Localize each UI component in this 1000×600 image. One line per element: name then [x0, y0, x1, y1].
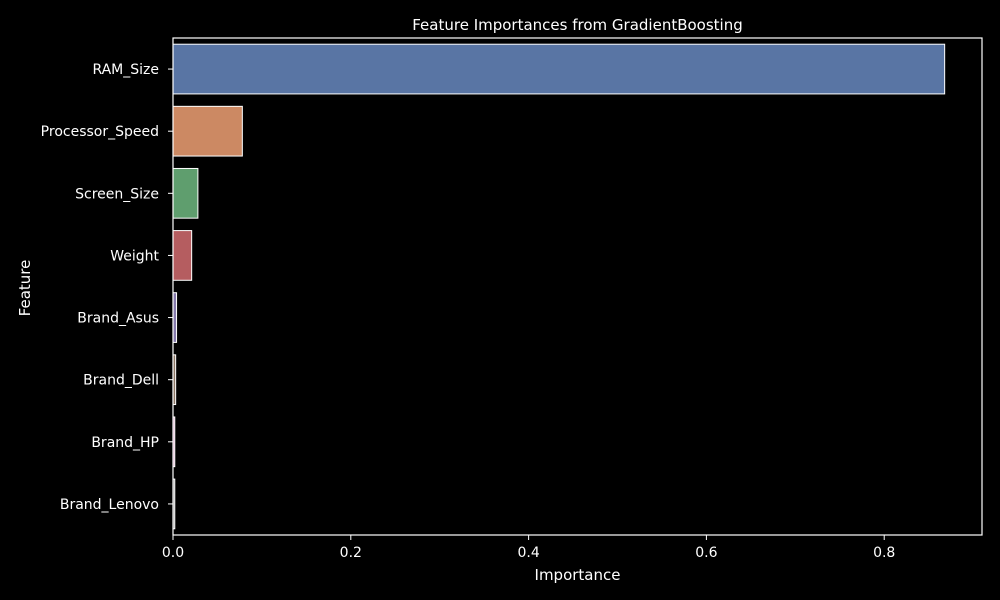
y-tick-label: Brand_Dell — [83, 373, 159, 389]
x-tick-label: 0.2 — [340, 545, 362, 561]
bar-ram-size — [172, 43, 946, 95]
y-tick-label: Screen_Size — [75, 186, 159, 202]
plot-frame — [172, 37, 983, 536]
x-ticks: 0.0 0.2 0.4 0.6 0.8 — [162, 535, 895, 561]
chart-title: Feature Importances from GradientBoostin… — [412, 16, 743, 34]
x-axis-label: Importance — [535, 566, 621, 584]
x-tick-label: 0.6 — [695, 545, 717, 561]
y-tick-labels: RAM_Size Processor_Speed Screen_Size Weight… — [41, 62, 173, 513]
y-tick-label: Brand_Asus — [77, 311, 159, 327]
y-tick-label: Brand_Lenovo — [60, 497, 159, 513]
y-axis-label: Feature — [16, 260, 34, 317]
bar-group — [172, 43, 946, 530]
bar-weight — [172, 230, 193, 281]
bar-screen-size — [172, 167, 199, 219]
y-tick-label: Brand_HP — [91, 435, 159, 451]
bar-processor-speed — [172, 105, 243, 157]
x-tick-label: 0.4 — [517, 545, 539, 561]
y-tick-label: Processor_Speed — [41, 124, 159, 140]
y-tick-label: Weight — [110, 248, 159, 264]
x-tick-label: 0.0 — [162, 545, 184, 561]
y-tick-label: RAM_Size — [92, 62, 159, 78]
x-tick-label: 0.8 — [873, 545, 895, 561]
